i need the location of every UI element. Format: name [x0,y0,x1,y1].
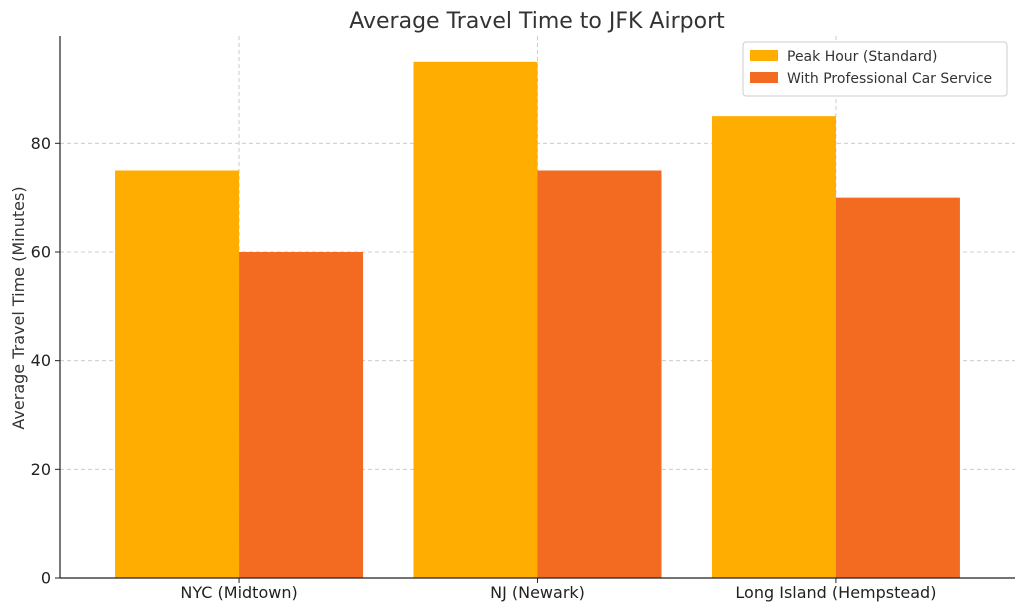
x-tick-label: NJ (Newark) [490,583,585,602]
legend-label: Peak Hour (Standard) [787,49,937,65]
legend-label: With Professional Car Service [787,71,992,87]
bar [835,197,960,579]
x-tick-label: NYC (Midtown) [180,583,297,602]
bar [115,170,240,578]
legend-frame [742,41,1008,97]
bar [537,170,662,578]
bar [711,116,836,579]
bar [239,251,364,578]
chart-title: Average Travel Time to JFK Airport [349,9,725,34]
y-tick-label: 20 [31,460,51,479]
y-tick-label: 0 [41,569,51,588]
y-tick-label: 80 [31,134,51,153]
legend: Peak Hour (Standard) With Professional Ca… [742,41,1008,97]
legend-swatch [750,50,778,61]
legend-swatch [750,72,778,83]
axes-layer: 0 20 40 60 80 NYC (Midtown) NJ (Newark) Long Is… [31,36,1015,602]
y-axis-label: Average Travel Time (Minutes) [9,186,28,429]
y-tick-label: 60 [31,242,51,261]
bars-layer [115,61,960,579]
x-tick-label: Long Island (Hempstead) [735,583,936,602]
bar [413,61,538,579]
y-tick-label: 40 [31,351,51,370]
